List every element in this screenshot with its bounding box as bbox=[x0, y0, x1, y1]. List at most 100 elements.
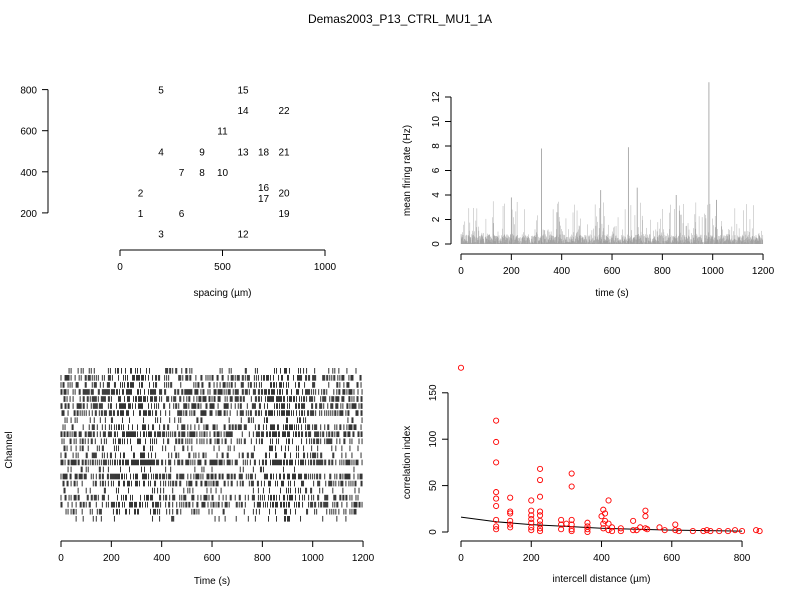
data-point bbox=[707, 528, 714, 535]
y-axis-label: mean firing rate (Hz) bbox=[402, 125, 413, 216]
data-point bbox=[609, 528, 616, 535]
data-point bbox=[584, 519, 591, 526]
data-point bbox=[528, 524, 535, 531]
data-point bbox=[642, 507, 649, 514]
x-tick-label: 0 bbox=[458, 266, 464, 277]
cell-label: 11 bbox=[217, 127, 228, 138]
x-tick-label: 200 bbox=[103, 553, 120, 564]
x-tick-label: 800 bbox=[254, 553, 271, 564]
data-point bbox=[536, 508, 544, 515]
data-point bbox=[528, 519, 535, 526]
cell-label: 22 bbox=[278, 106, 290, 117]
data-point bbox=[558, 526, 565, 533]
x-tick-label: 600 bbox=[663, 553, 680, 564]
data-point bbox=[493, 516, 500, 523]
data-point bbox=[493, 495, 500, 502]
y-tick-label: 12 bbox=[431, 91, 442, 103]
y-tick-label: 50 bbox=[428, 480, 439, 492]
cell-label: 17 bbox=[258, 194, 270, 205]
data-point bbox=[756, 528, 763, 535]
data-point bbox=[605, 520, 612, 527]
data-point bbox=[507, 510, 514, 517]
data-point bbox=[493, 438, 500, 446]
cell-label: 19 bbox=[278, 209, 290, 220]
x-tick-label: 1000 bbox=[302, 553, 325, 564]
data-point bbox=[731, 527, 739, 534]
x-axis-label: Time (s) bbox=[194, 576, 230, 587]
x-tick-label: 800 bbox=[734, 553, 751, 564]
y-tick-label: 4 bbox=[431, 192, 442, 198]
data-point bbox=[493, 502, 500, 510]
data-point bbox=[617, 525, 624, 532]
x-tick-label: 400 bbox=[593, 553, 610, 564]
x-axis-label: intercell distance (µm) bbox=[553, 574, 651, 585]
data-point bbox=[689, 528, 696, 535]
y-tick-label: 8 bbox=[431, 143, 442, 149]
cell-label: 20 bbox=[278, 188, 290, 199]
cell-label: 21 bbox=[278, 147, 290, 158]
data-point bbox=[558, 516, 565, 523]
data-point bbox=[568, 521, 575, 528]
x-tick-label: 200 bbox=[523, 553, 540, 564]
data-point bbox=[700, 528, 707, 535]
x-axis-label: spacing (µm) bbox=[194, 288, 252, 299]
y-tick-label: 0 bbox=[428, 529, 439, 535]
data-point bbox=[584, 526, 591, 533]
data-point bbox=[568, 470, 575, 477]
x-tick-label: 0 bbox=[117, 262, 123, 273]
data-point bbox=[609, 524, 616, 531]
data-point bbox=[493, 489, 500, 496]
data-point bbox=[724, 528, 732, 535]
x-tick-label: 1000 bbox=[702, 266, 725, 277]
cell-label: 3 bbox=[158, 229, 164, 240]
data-point bbox=[630, 527, 637, 534]
data-point bbox=[536, 465, 544, 472]
x-tick-label: 1200 bbox=[752, 266, 775, 277]
data-point bbox=[507, 494, 514, 501]
data-point bbox=[601, 510, 609, 517]
y-tick-label: 200 bbox=[20, 209, 37, 220]
data-point bbox=[536, 493, 544, 500]
y-tick-label: 800 bbox=[20, 86, 37, 97]
x-tick-label: 0 bbox=[58, 553, 64, 564]
data-point bbox=[536, 521, 544, 528]
data-point bbox=[584, 528, 591, 536]
cell-label: 1 bbox=[138, 209, 144, 220]
cell-label: 15 bbox=[237, 86, 249, 97]
data-point bbox=[598, 513, 605, 520]
x-axis-label: time (s) bbox=[595, 288, 628, 299]
data-point bbox=[536, 476, 544, 484]
data-point bbox=[493, 526, 500, 533]
data-point bbox=[753, 527, 760, 534]
cell-label: 4 bbox=[158, 147, 164, 158]
y-tick-label: 6 bbox=[431, 167, 442, 173]
data-point bbox=[600, 525, 607, 532]
data-point bbox=[661, 527, 668, 534]
data-point bbox=[633, 527, 640, 534]
cell-label: 12 bbox=[237, 229, 249, 240]
data-point bbox=[672, 521, 679, 528]
data-point bbox=[656, 524, 663, 531]
data-point bbox=[507, 524, 514, 531]
data-point bbox=[642, 513, 649, 520]
data-point bbox=[536, 528, 544, 535]
cell-label: 7 bbox=[179, 168, 185, 179]
y-axis-label: Channel bbox=[4, 431, 15, 468]
data-point bbox=[493, 523, 500, 530]
data-point bbox=[568, 483, 575, 490]
x-tick-label: 1000 bbox=[314, 262, 337, 273]
data-point bbox=[493, 417, 500, 424]
data-point bbox=[568, 526, 575, 533]
y-tick-label: 100 bbox=[428, 430, 439, 447]
data-point bbox=[493, 459, 500, 466]
data-point bbox=[528, 512, 535, 519]
data-point bbox=[507, 517, 514, 524]
data-point bbox=[536, 512, 544, 519]
panel-firing-rate: 0 200 400 600 800 1000 1200 time (s) 0 2 4 6 8 10 12 me… bbox=[402, 82, 775, 299]
data-point bbox=[528, 515, 535, 523]
data-point bbox=[605, 497, 612, 504]
x-tick-label: 400 bbox=[553, 266, 570, 277]
